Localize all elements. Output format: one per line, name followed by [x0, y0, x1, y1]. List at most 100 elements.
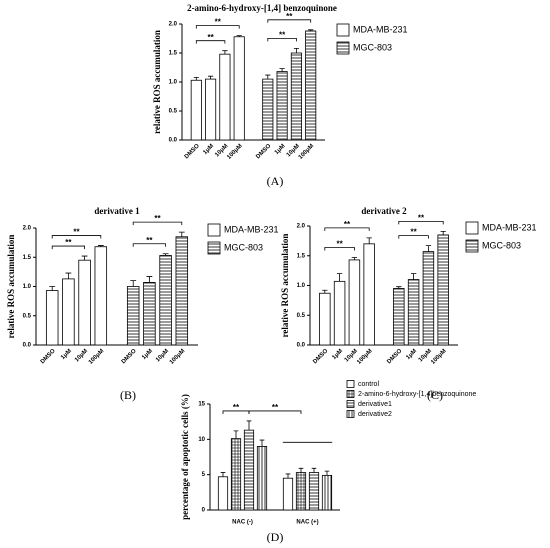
error-bar — [285, 473, 291, 479]
bar — [422, 251, 435, 346]
significance-label: ** — [410, 228, 417, 237]
error-bar — [425, 245, 432, 252]
legend-label: MDA-MB-231 — [353, 24, 408, 34]
significance-label: ** — [73, 228, 80, 237]
error-bar — [259, 439, 265, 447]
y-tick-label: 15 — [198, 402, 205, 408]
significance-bracket — [51, 245, 85, 250]
legend-swatch — [465, 221, 479, 235]
error-bar — [130, 280, 137, 287]
y-axis-label: relative ROS accumulation — [280, 234, 290, 338]
x-tick-label: DMSO — [121, 348, 138, 365]
legend-label: MDA-MB-231 — [482, 222, 537, 232]
significance-bracket — [398, 235, 429, 239]
error-bar — [324, 470, 330, 476]
bar — [295, 472, 307, 511]
error-bar — [81, 255, 88, 261]
significance-bracket — [51, 235, 102, 239]
y-tick-label: 1.5 — [23, 255, 32, 261]
significance-label: ** — [279, 30, 286, 39]
y-tick-label: 1.0 — [23, 284, 32, 290]
legend-label: derivative1 — [358, 401, 392, 408]
y-tick-label: 1.0 — [169, 80, 178, 86]
x-tick-label: 1μM — [60, 348, 73, 361]
x-tick-label: 10μM — [155, 348, 170, 363]
legend-swatch — [346, 390, 355, 398]
error-bar — [298, 467, 304, 473]
bar — [143, 282, 156, 346]
significance-bracket — [195, 40, 226, 44]
significance-label: ** — [207, 33, 214, 42]
significance-bracket — [398, 220, 444, 225]
y-tick-label: 10 — [198, 437, 205, 443]
legend-swatch — [465, 239, 479, 253]
significance-label: ** — [65, 238, 72, 247]
legend-label: MDA-MB-231 — [224, 224, 279, 234]
y-tick-label: 2.0 — [23, 226, 32, 232]
y-tick-label: 0.0 — [169, 138, 178, 144]
bar — [363, 243, 375, 346]
x-tick-label: NAC (-) — [232, 520, 253, 526]
error-bar — [49, 286, 56, 291]
legend-swatch — [336, 23, 350, 37]
error-bar — [146, 276, 153, 283]
significance-label: ** — [215, 18, 222, 27]
legend-swatch — [346, 400, 355, 408]
bar — [262, 78, 274, 141]
legend-label: control — [358, 381, 379, 388]
significance-bracket — [324, 247, 355, 251]
significance-bracket — [132, 243, 166, 247]
bar — [393, 288, 405, 346]
legend-swatch — [336, 41, 350, 55]
bar — [290, 52, 302, 141]
error-bar — [65, 272, 72, 279]
bar — [437, 234, 449, 346]
bar — [407, 279, 420, 346]
x-tick-label: NAC (+) — [296, 520, 318, 526]
error-bar — [336, 273, 343, 282]
y-tick-label: 2.0 — [169, 22, 178, 28]
significance-bracket — [324, 227, 370, 231]
legend-swatch — [346, 380, 355, 388]
bar — [62, 278, 75, 346]
chart-title: derivative 2 — [361, 206, 407, 216]
y-tick-label: 0.5 — [297, 313, 306, 319]
bar — [219, 53, 231, 141]
significance-bracket — [132, 221, 183, 226]
panel-label: (C) — [427, 388, 443, 402]
x-tick-label: DMSO — [386, 348, 403, 365]
error-bar — [351, 257, 358, 260]
error-bar — [410, 273, 417, 280]
x-tick-label: DMSO — [255, 143, 272, 160]
x-tick-label: 1μM — [331, 348, 344, 361]
bar — [94, 246, 108, 346]
significance-label: ** — [418, 213, 425, 222]
panel-label: (A) — [267, 174, 284, 188]
bar — [78, 259, 91, 346]
x-tick-label: 100μM — [430, 348, 447, 365]
x-tick-label: DMSO — [312, 348, 329, 365]
bar — [333, 280, 346, 346]
y-axis-label: relative ROS accumulation — [6, 235, 16, 339]
significance-label: ** — [154, 214, 161, 223]
error-bar — [208, 75, 214, 80]
significance-bracket — [195, 25, 240, 29]
error-bar — [265, 74, 271, 80]
bar — [319, 292, 331, 346]
x-tick-label: 100μM — [356, 348, 373, 365]
bar — [276, 71, 288, 141]
error-bar — [222, 50, 228, 55]
error-bar — [246, 420, 252, 431]
legend-swatch — [346, 410, 355, 418]
x-tick-label: 100μM — [298, 143, 315, 160]
legend-label: derivative2 — [358, 411, 392, 418]
bar — [175, 236, 189, 346]
significance-label: ** — [146, 236, 153, 245]
error-bar — [97, 245, 104, 247]
bar — [159, 255, 172, 346]
bar — [205, 78, 217, 141]
error-bar — [279, 68, 285, 72]
x-tick-label: 1μM — [405, 348, 418, 361]
error-bar — [322, 289, 328, 294]
